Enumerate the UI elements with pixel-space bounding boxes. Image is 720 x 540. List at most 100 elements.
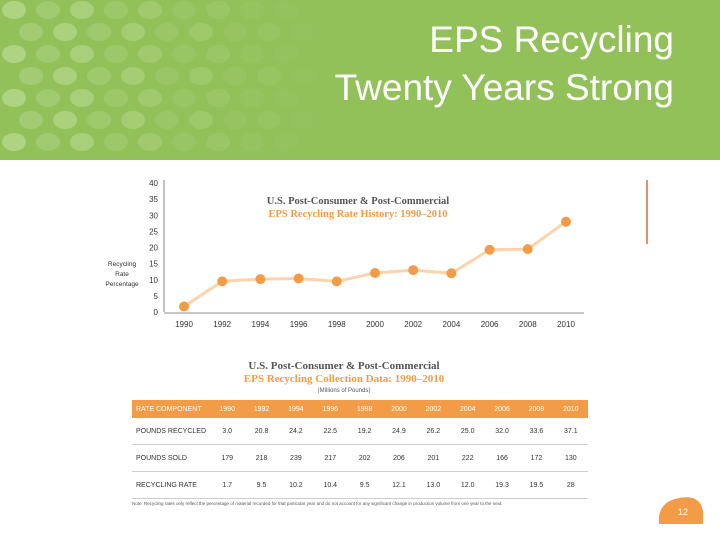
header-year: 2002 — [416, 400, 451, 418]
banner-dot — [2, 45, 26, 63]
banner-dot — [70, 1, 94, 19]
banner-dot — [70, 45, 94, 63]
banner-dot — [172, 89, 196, 107]
collection-data-table: RATE COMPONENT 1990 1992 1994 1996 1998 2000 20… — [132, 400, 588, 499]
table-cell: 26.2 — [416, 418, 451, 445]
banner-dot — [172, 133, 196, 151]
table-title-line2: EPS Recycling Collection Data: 1990–2010 — [243, 373, 445, 385]
banner-dot — [121, 111, 145, 129]
table-cell: 20.8 — [244, 418, 279, 445]
header-year: 1990 — [210, 400, 245, 418]
banner-dot — [291, 67, 315, 85]
table-cell: 9.5 — [244, 471, 279, 499]
table-cell: 201 — [416, 444, 451, 472]
banner-dot — [291, 23, 315, 41]
table-cell: 24.2 — [278, 418, 314, 445]
header-year: 1992 — [244, 400, 279, 418]
header-year: 2008 — [519, 400, 554, 418]
banner-dot — [121, 67, 145, 85]
collection-data-section: U.S. Post-Consumer & Post-Commercial EPS… — [100, 360, 588, 506]
header-year: 1994 — [278, 400, 314, 418]
banner-dot — [138, 1, 162, 19]
table-cell: 22.5 — [313, 418, 348, 445]
banner-dot — [206, 133, 230, 151]
dot-pattern-decoration — [2, 1, 315, 151]
table-cell: 12.0 — [450, 471, 485, 499]
table-row: POUNDS SOLD 179 218 239 217 202 206 201 222 166 17… — [132, 444, 588, 472]
slide-title-line2: Twenty Years Strong — [334, 67, 674, 108]
banner-dot — [36, 1, 60, 19]
banner-dot — [223, 23, 247, 41]
banner-dot — [240, 1, 264, 19]
table-cell: 33.6 — [519, 418, 554, 445]
x-tick-label: 1998 — [328, 320, 346, 329]
banner-dot — [36, 133, 60, 151]
header-rate-component: RATE COMPONENT — [132, 400, 210, 418]
y-tick-label: 35 — [149, 195, 158, 204]
banner-dot — [240, 89, 264, 107]
table-subtitle: (Millions of Pounds) — [317, 388, 371, 394]
row-label: POUNDS SOLD — [132, 444, 210, 472]
y-tick-label: 40 — [149, 179, 158, 188]
banner-dot — [70, 89, 94, 107]
data-point — [446, 268, 457, 279]
banner-dot — [155, 111, 179, 129]
banner-dot — [274, 45, 298, 63]
data-point — [561, 216, 571, 227]
banner-dot — [240, 133, 264, 151]
banner-dot — [223, 67, 247, 85]
banner-dot — [274, 89, 298, 107]
data-point — [331, 276, 342, 287]
table-cell: 19.2 — [347, 418, 382, 445]
banner-dot — [172, 1, 196, 19]
series-line — [183, 220, 567, 308]
y-tick-label: 30 — [149, 211, 158, 220]
x-tick-label: 1996 — [290, 320, 308, 329]
banner-dot — [291, 111, 315, 129]
table-footnote: Note: Recycling rates only reflect the p… — [132, 501, 503, 506]
table-header-row: RATE COMPONENT 1990 1992 1994 1996 1998 2000 20… — [132, 400, 588, 418]
data-point — [293, 273, 304, 284]
table-cell: 130 — [553, 444, 588, 472]
row-label: POUNDS RECYCLED — [132, 418, 210, 445]
banner-dot — [155, 67, 179, 85]
banner-dot — [19, 111, 43, 129]
banner-dot — [206, 1, 230, 19]
table-cell: 10.2 — [278, 471, 314, 499]
table-cell: 19.5 — [519, 471, 554, 499]
table-cell: 25.0 — [450, 418, 485, 445]
page-badge-shape — [658, 497, 703, 524]
banner-dot — [189, 23, 213, 41]
banner-dot — [189, 111, 213, 129]
banner-dot — [223, 111, 247, 129]
x-tick-label: 2002 — [404, 320, 422, 329]
x-tick-label: 2008 — [519, 320, 537, 329]
title-banner: EPS Recycling Twenty Years Strong — [0, 0, 720, 160]
chart-title-line2: EPS Recycling Rate History: 1990–2010 — [268, 209, 447, 220]
data-point — [484, 244, 495, 255]
slide-title-line1: EPS Recycling — [429, 19, 674, 60]
data-point — [522, 244, 533, 255]
table-cell: 32.0 — [484, 418, 520, 445]
y-tick-label: 5 — [154, 292, 159, 301]
page-number: 12 — [678, 507, 688, 517]
y-tick-label: 20 — [149, 244, 158, 253]
slide-title: EPS Recycling Twenty Years Strong — [335, 16, 674, 112]
x-tick-label: 2004 — [443, 320, 461, 329]
banner-dot — [274, 1, 298, 19]
y-axis-label: Rate — [115, 271, 129, 278]
banner-dot — [206, 89, 230, 107]
table-cell: 239 — [278, 444, 314, 472]
table-cell: 217 — [313, 444, 348, 472]
banner-dot — [240, 45, 264, 63]
banner-dot — [274, 133, 298, 151]
banner-dot — [104, 89, 128, 107]
banner-dot — [257, 67, 281, 85]
y-tick-label: 10 — [149, 276, 158, 285]
table-cell: 172 — [519, 444, 554, 472]
x-tick-label: 2010 — [557, 320, 575, 329]
cropped-edge-line — [646, 180, 648, 244]
header-year: 2004 — [450, 400, 485, 418]
data-point — [370, 267, 380, 278]
banner-dot — [104, 133, 128, 151]
